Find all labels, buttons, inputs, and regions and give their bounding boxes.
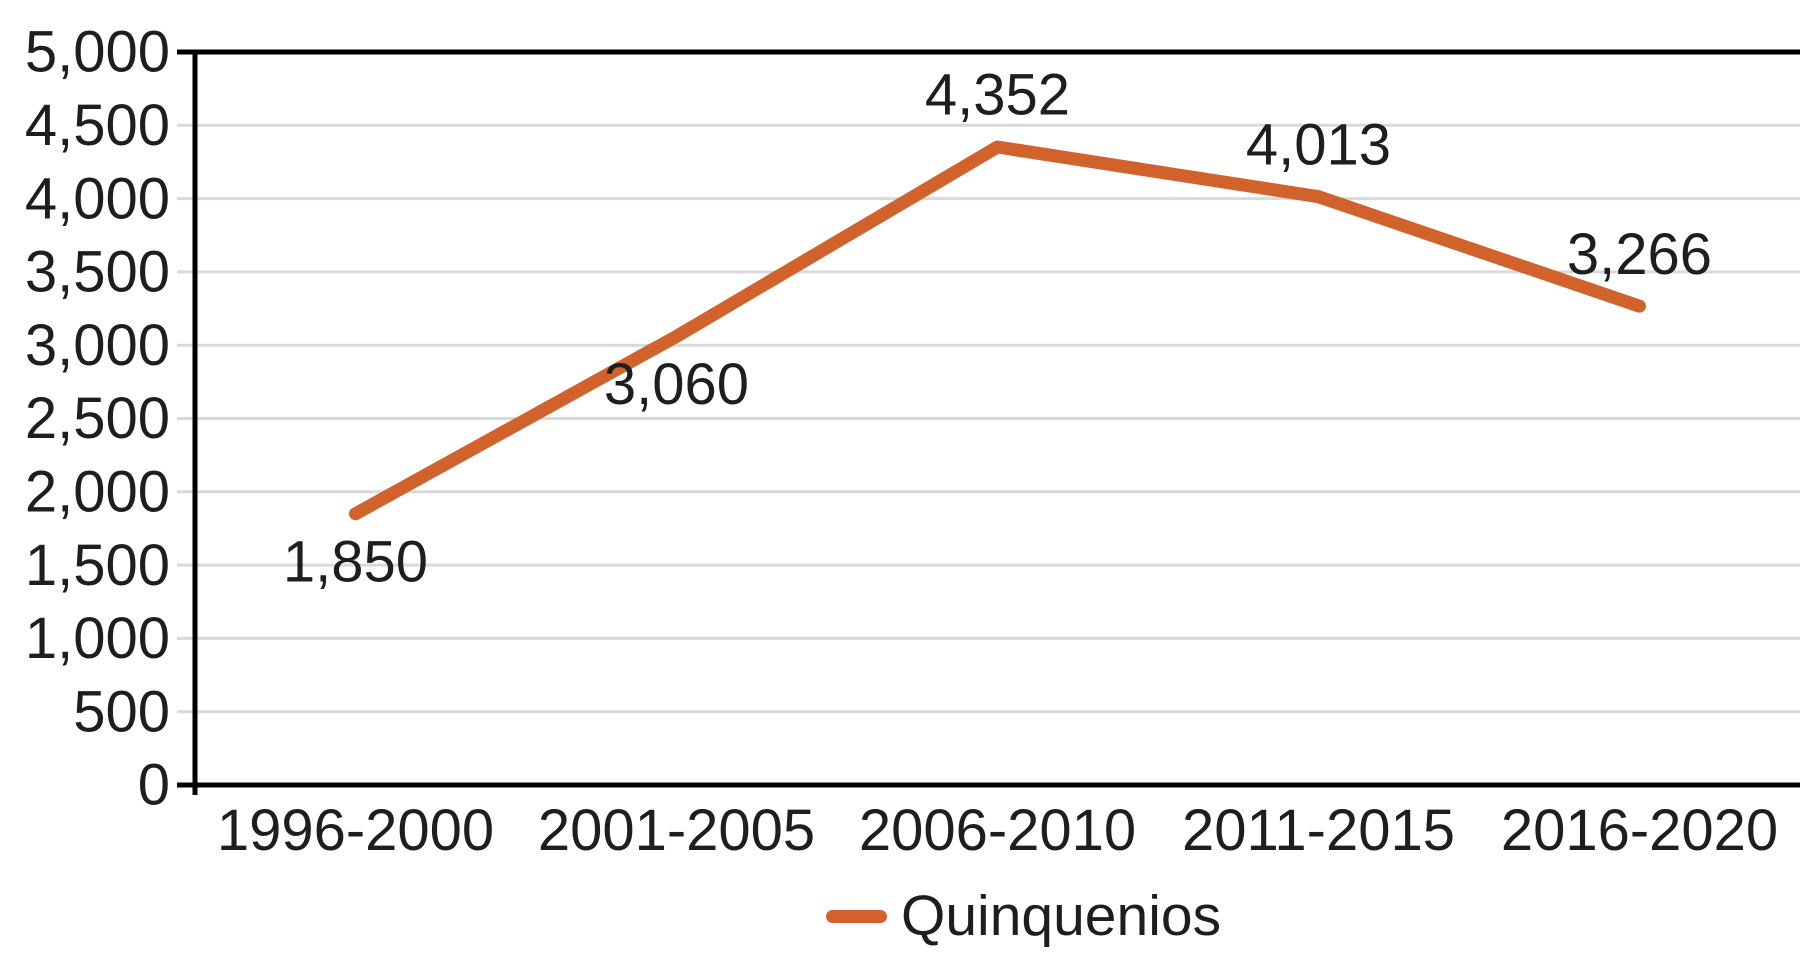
y-tick-label: 5,000: [25, 20, 170, 85]
x-tick-label: 2006-2010: [859, 798, 1136, 863]
gridlines: [177, 123, 1800, 714]
x-tick-label: 1996-2000: [217, 798, 494, 863]
y-tick-label: 1,000: [25, 606, 170, 671]
labels: 0 500 1,000 1,500 2,000 2,500 3,000 3,500 4,000 4…: [25, 20, 1778, 863]
y-tick-label: 1,500: [25, 533, 170, 598]
y-tick-label: 2,500: [25, 386, 170, 451]
y-tick-label: 4,000: [25, 166, 170, 231]
x-tick-label: 2016-2020: [1501, 798, 1778, 863]
data-label: 3,060: [604, 352, 749, 417]
y-tick-label: 4,500: [25, 93, 170, 158]
y-tick-label: 2,000: [25, 460, 170, 525]
legend: Quinquenios: [826, 884, 1221, 948]
data-series-line: [349, 140, 1646, 521]
x-tick-label: 2001-2005: [538, 798, 815, 863]
y-tick-label: 3,000: [25, 313, 170, 378]
series-line: [349, 140, 1646, 521]
legend-label: Quinquenios: [901, 883, 1222, 948]
axes: [177, 49, 1800, 795]
y-tick-label: 0: [138, 753, 170, 818]
data-label: 4,352: [925, 63, 1070, 128]
legend-line-marker-icon: [826, 909, 887, 923]
data-label: 4,013: [1246, 112, 1391, 177]
y-tick-label: 500: [73, 679, 170, 744]
x-tick-label: 2011-2015: [1182, 798, 1455, 863]
data-label: 3,266: [1567, 222, 1712, 287]
y-tick-label: 3,500: [25, 240, 170, 305]
data-label: 1,850: [283, 530, 428, 595]
